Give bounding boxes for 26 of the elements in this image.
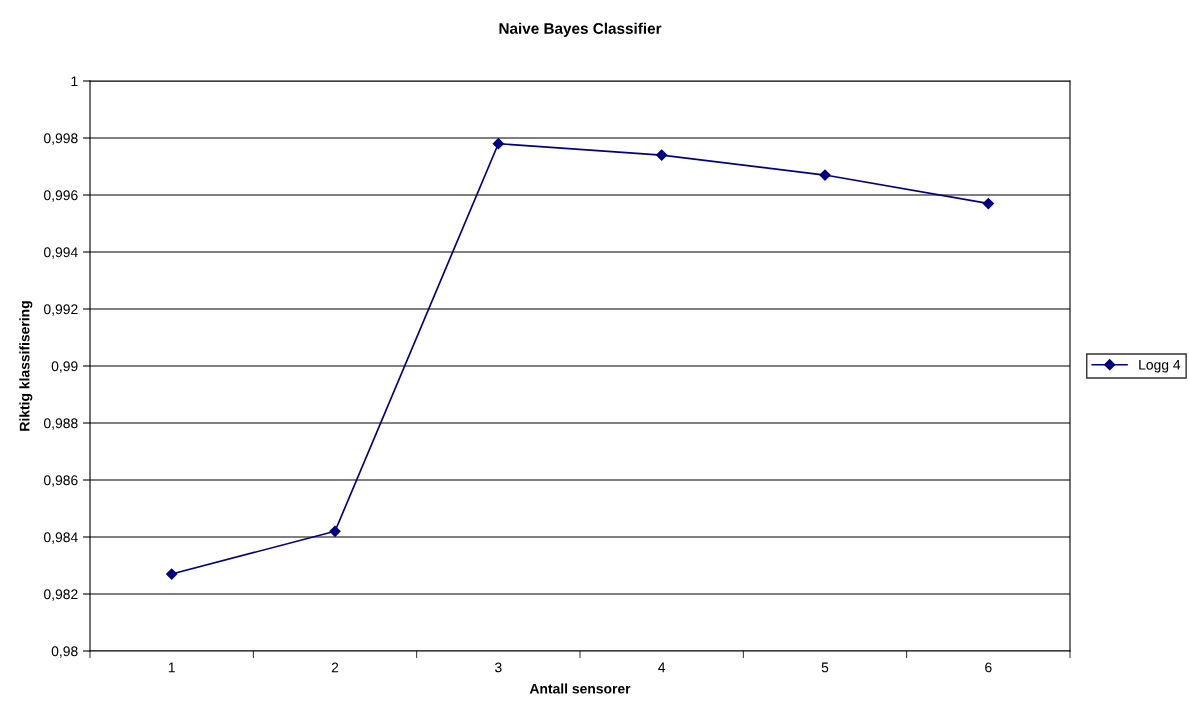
y-tick-label: 1	[71, 76, 78, 87]
y-tick-label: 0,99	[51, 361, 78, 373]
y-tick-label: 0,996	[43, 190, 78, 202]
x-tick-label: 3	[495, 662, 502, 673]
point	[166, 568, 178, 580]
y-axis-title: Riktig klassifisering	[19, 301, 33, 431]
point	[492, 138, 504, 150]
y-tick-label: 0,988	[43, 418, 78, 430]
y-tick-label: 0,982	[43, 589, 78, 601]
x-tick-label: 5	[821, 662, 829, 673]
y-tick-label: 0,992	[43, 304, 78, 316]
x-tick-label: 6	[985, 662, 992, 673]
x-tick-label: 4	[658, 662, 666, 673]
y-tick-label: 0,986	[43, 475, 78, 487]
x-tick-label: 2	[331, 662, 339, 673]
y-tick-label: 0,984	[43, 532, 78, 544]
y-tick-label: 0,98	[51, 646, 78, 658]
point	[329, 525, 341, 537]
point	[982, 197, 994, 210]
x-tick-label: 1	[168, 662, 175, 673]
y-tick-label: 0,994	[43, 247, 78, 259]
point	[656, 149, 668, 161]
legend-label: Logg 4	[1139, 360, 1181, 373]
chart-title: Naive Bayes Classifier	[499, 22, 662, 37]
x-axis-title: Antall sensorer	[529, 683, 631, 694]
y-tick-label: 0,998	[43, 133, 78, 145]
